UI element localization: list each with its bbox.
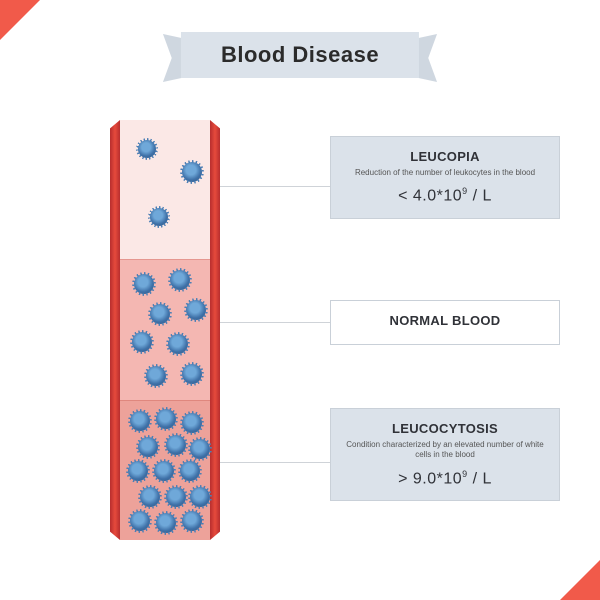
leukocyte-cell xyxy=(146,366,166,386)
panel-desc: Reduction of the number of leukocytes in… xyxy=(341,168,549,178)
panel-title: LEUCOPIA xyxy=(341,149,549,164)
vessel-wall-right xyxy=(210,120,220,540)
leukocyte-cell xyxy=(132,332,152,352)
connector-line xyxy=(220,462,330,463)
title-ribbon: Blood Disease xyxy=(167,28,433,82)
leukocyte-cell xyxy=(130,411,150,431)
leukocyte-cell xyxy=(140,487,160,507)
panel-title: LEUCOCYTOSIS xyxy=(341,421,549,436)
leukocyte-cell xyxy=(190,439,210,459)
leukocyte-cell xyxy=(130,511,150,531)
leukocyte-cell xyxy=(150,304,170,324)
leukocyte-cell xyxy=(156,409,176,429)
leukocyte-cell xyxy=(180,461,200,481)
panel-title: NORMAL BLOOD xyxy=(341,313,549,328)
blood-vessel xyxy=(110,120,220,540)
panel-value: > 9.0*109 / L xyxy=(341,469,549,488)
leukocyte-cell xyxy=(182,162,202,182)
info-panel-normal: NORMAL BLOOD xyxy=(330,300,560,345)
leukocyte-cell xyxy=(150,208,168,226)
leukocyte-cell xyxy=(138,437,158,457)
vessel-wall-left xyxy=(110,120,120,540)
vessel-lumen xyxy=(120,120,210,540)
leukocyte-cell xyxy=(128,461,148,481)
page-title: Blood Disease xyxy=(181,32,419,78)
leukocyte-cell xyxy=(168,334,188,354)
leukocyte-cell xyxy=(190,487,210,507)
connector-line xyxy=(220,322,330,323)
panel-desc: Condition characterized by an elevated n… xyxy=(341,440,549,461)
leukocyte-cell xyxy=(182,511,202,531)
leukocyte-cell xyxy=(166,487,186,507)
leukocyte-cell xyxy=(186,300,206,320)
panel-value: < 4.0*109 / L xyxy=(341,186,549,205)
leukocyte-cell xyxy=(134,274,154,294)
leukocyte-cell xyxy=(166,435,186,455)
leukocyte-cell xyxy=(154,461,174,481)
info-panel-leucocytosis: LEUCOCYTOSIS Condition characterized by a… xyxy=(330,408,560,501)
diagram-stage: LEUCOPIA Reduction of the number of leuko… xyxy=(0,120,600,580)
connector-line xyxy=(220,186,330,187)
segment-normal xyxy=(120,259,210,399)
corner-accent-tl xyxy=(0,0,40,40)
info-panel-leucopia: LEUCOPIA Reduction of the number of leuko… xyxy=(330,136,560,219)
leukocyte-cell xyxy=(182,364,202,384)
segment-leucopia xyxy=(120,120,210,259)
leukocyte-cell xyxy=(182,413,202,433)
leukocyte-cell xyxy=(170,270,190,290)
segment-leucocytosis xyxy=(120,400,210,540)
leukocyte-cell xyxy=(138,140,156,158)
leukocyte-cell xyxy=(156,513,176,533)
